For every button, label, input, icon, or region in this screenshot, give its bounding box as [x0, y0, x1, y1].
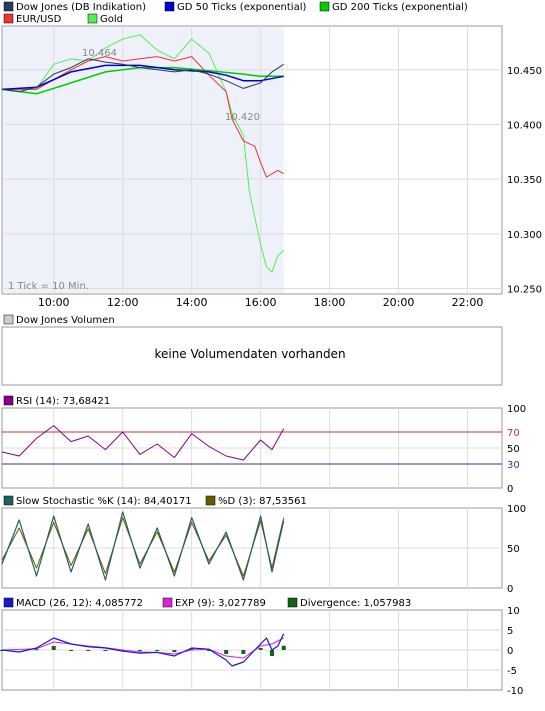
divergence-bar — [86, 650, 91, 651]
stoch-d-label: %D (3): 87,53561 — [218, 496, 307, 507]
time-tick-label: 18:00 — [314, 296, 346, 309]
divergence-bar — [241, 650, 246, 654]
price-y-axis: 10.250 10.300 10.350 10.400 10.450 — [507, 66, 542, 296]
legend-label-gd200: GD 200 Ticks (exponential) — [332, 2, 468, 13]
macd-y-tick-label: -5 — [507, 666, 517, 677]
volume-label: Dow Jones Volumen — [16, 315, 115, 326]
stoch-k-label: Slow Stochastic %K (14): 84,40171 — [16, 496, 192, 507]
price-y-tick-label: 10.400 — [507, 120, 542, 131]
legend-swatch-gd200 — [319, 1, 330, 12]
time-axis: 10:00 12:00 14:00 16:00 18:00 20:00 22:00 — [38, 296, 483, 309]
rsi-grid — [2, 408, 502, 488]
rsi-line — [1, 425, 285, 461]
stochastic-y-axis: 0 50 100 — [507, 504, 526, 595]
price-grid — [2, 26, 502, 294]
stochastic-series — [1, 511, 285, 581]
price-series — [1, 34, 285, 273]
rsi-series — [1, 425, 285, 461]
volume-panel: Dow Jones Volumen — [1, 314, 503, 386]
divergence-swatch — [287, 597, 298, 608]
rsi-label: RSI (14): 73,68421 — [16, 396, 110, 407]
divergence-bar — [51, 646, 56, 650]
trading-session-shading — [3, 27, 284, 293]
macd-y-tick-label: -10 — [507, 686, 523, 697]
divergence-label: Divergence: 1,057983 — [300, 598, 411, 609]
volume-swatch — [3, 314, 14, 325]
rsi-y-tick-label: 30 — [507, 460, 520, 471]
divergence-bar — [137, 650, 142, 652]
max-annotation: 10.464 — [82, 48, 117, 59]
divergence-bar — [172, 650, 177, 652]
legend-swatch-gd50 — [164, 1, 175, 12]
stoch-k-swatch — [3, 495, 14, 506]
rsi-y-axis: 0 30 50 70 100 — [507, 404, 526, 495]
macd-panel: MACD (26, 12): 4,085772 EXP (9): 3,02778… — [0, 597, 523, 697]
macd-series — [0, 633, 286, 667]
divergence-bar — [258, 648, 263, 650]
rsi-y-tick-label: 100 — [507, 404, 526, 415]
legend-swatch-dow — [3, 1, 14, 12]
stochastic-y-tick-label: 50 — [507, 544, 520, 555]
gd50-line — [1, 64, 284, 91]
legend-swatch-eurusd — [3, 13, 14, 24]
rsi-y-tick-label: 50 — [507, 444, 520, 455]
rsi-y-tick-label: 0 — [507, 484, 513, 495]
exp-swatch — [162, 597, 173, 608]
divergence-bar — [103, 650, 108, 651]
macd-label: MACD (26, 12): 4,085772 — [16, 598, 143, 609]
time-tick-label: 20:00 — [383, 296, 415, 309]
divergence-bar — [155, 650, 160, 651]
exp-label: EXP (9): 3,027789 — [175, 598, 266, 609]
price-y-tick-label: 10.250 — [507, 285, 542, 296]
stochastic-y-tick-label: 0 — [507, 584, 513, 595]
volume-panel-frame — [1, 326, 503, 386]
eurusd-line — [2, 56, 284, 178]
macd-y-tick-label: 10 — [507, 606, 520, 617]
divergence-bar — [68, 650, 73, 651]
legend-label-eurusd: EUR/USD — [16, 14, 62, 25]
time-tick-label: 14:00 — [176, 296, 208, 309]
price-y-tick-label: 10.350 — [507, 175, 542, 186]
divergence-bar — [34, 649, 39, 651]
gold-line — [1, 34, 285, 273]
rsi-y-tick-label: 70 — [507, 428, 520, 439]
macd-swatch — [3, 597, 14, 608]
legend-label-dow: Dow Jones (DB Indikation) — [16, 2, 146, 13]
macd-y-tick-label: 0 — [507, 646, 513, 657]
macd-y-axis: -10 -5 0 5 10 — [507, 606, 523, 697]
price-y-tick-label: 10.450 — [507, 66, 542, 77]
stochastic-y-tick-label: 100 — [507, 504, 526, 515]
legend-label-gold: Gold — [100, 14, 123, 25]
legend-swatch-gold — [87, 13, 98, 24]
tick-interval-note: 1 Tick = 10 Min. — [8, 281, 89, 292]
time-tick-label: 22:00 — [452, 296, 484, 309]
rsi-panel: RSI (14): 73,68421 0 30 50 70 100 — [1, 395, 526, 495]
divergence-bar — [206, 650, 211, 651]
legend-label-gd50: GD 50 Ticks (exponential) — [177, 2, 306, 13]
stoch-d-swatch — [205, 495, 216, 506]
macd-grid — [2, 610, 502, 690]
time-tick-label: 10:00 — [38, 296, 70, 309]
price-y-tick-label: 10.300 — [507, 230, 542, 241]
time-tick-label: 16:00 — [245, 296, 277, 309]
divergence-bar — [189, 648, 194, 650]
rsi-swatch — [3, 395, 14, 406]
divergence-bar — [281, 645, 286, 650]
stochastic-panel: Slow Stochastic %K (14): 84,40171 %D (3)… — [1, 495, 526, 595]
macd-y-tick-label: 5 — [507, 626, 513, 637]
price-panel: 10.250 10.300 10.350 10.400 10.450 10.464 10… — [1, 25, 542, 296]
main-legend: Dow Jones (DB Indikation) GD 50 Ticks (e… — [3, 1, 468, 25]
time-tick-label: 12:00 — [107, 296, 139, 309]
stoch-k-line — [1, 511, 285, 581]
divergence-bar — [224, 650, 229, 654]
dow-jones-line — [1, 58, 284, 93]
no-volume-message: keine Volumendaten vorhanden — [154, 347, 346, 361]
divergence-bar — [270, 650, 274, 656]
min-annotation: 10.420 — [225, 112, 260, 123]
macd-line — [1, 633, 285, 667]
